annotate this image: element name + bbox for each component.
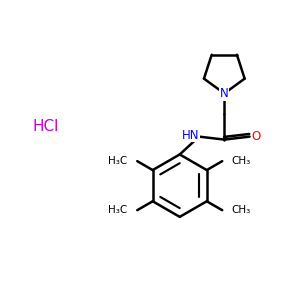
Text: H₃C: H₃C — [109, 156, 128, 166]
Text: CH₃: CH₃ — [232, 156, 251, 166]
Text: H₃C: H₃C — [109, 205, 128, 215]
Text: N: N — [220, 87, 229, 100]
Text: HCl: HCl — [33, 119, 59, 134]
Text: HN: HN — [182, 129, 200, 142]
Text: CH₃: CH₃ — [232, 205, 251, 215]
Text: O: O — [251, 130, 261, 142]
